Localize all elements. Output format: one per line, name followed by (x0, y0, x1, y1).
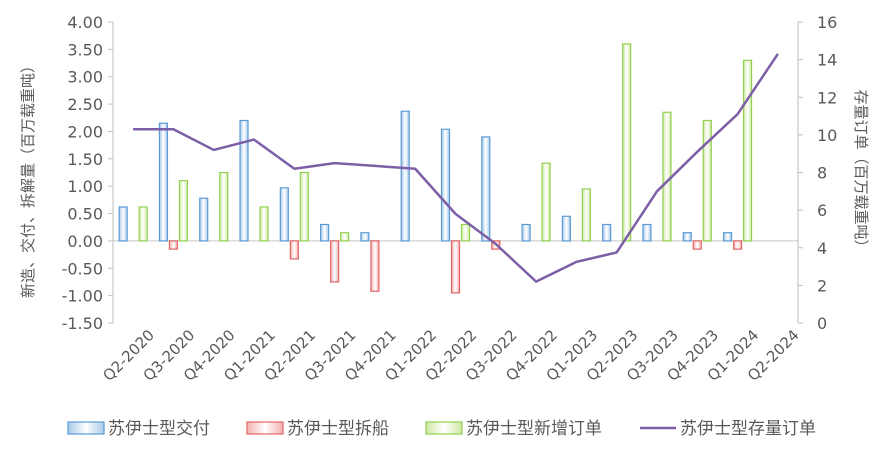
bar-苏伊士型交付 (440, 128, 451, 242)
legend-swatch (425, 421, 463, 435)
bar-苏伊士型拆船 (330, 240, 340, 283)
bar-苏伊士型交付 (360, 232, 370, 242)
legend-item: 苏伊士型拆船 (246, 419, 389, 439)
legend-swatch (67, 421, 105, 435)
bar-苏伊士型拆船 (692, 240, 702, 250)
legend-item: 苏伊士型新增订单 (425, 419, 602, 439)
left-axis: -1.50 -1.00 -0.50 0.00 0.50 1.00 1.50 2.00 2.50 3… (62, 13, 114, 333)
bar-苏伊士型交付 (158, 122, 169, 242)
bar-苏伊士型交付 (239, 119, 249, 242)
bar-苏伊士型交付 (642, 223, 652, 242)
left-tick-label: 1.50 (67, 150, 103, 169)
x-axis: Q2-2020Q3-2020Q4-2020Q1-2021Q2-2021Q3-20… (99, 326, 802, 385)
line-series-group (133, 53, 779, 283)
bar-苏伊士型交付 (561, 215, 571, 242)
bar-苏伊士型交付 (279, 187, 289, 242)
bar-苏伊士型拆船 (168, 240, 179, 250)
legend-item: 苏伊士型存量订单 (640, 419, 816, 439)
bar-苏伊士型拆船 (370, 240, 380, 292)
left-tick-label: 3.00 (67, 68, 103, 87)
bar-苏伊士型拆船 (450, 240, 461, 294)
bar-苏伊士型新增订单 (340, 232, 350, 242)
bar-苏伊士型交付 (400, 110, 410, 242)
legend-label: 苏伊士型新增订单 (466, 419, 602, 439)
left-tick-label: 3.50 (67, 40, 103, 59)
bar-苏伊士型交付 (118, 206, 128, 242)
right-tick-label: 4 (817, 239, 827, 258)
right-tick-label: 12 (817, 88, 837, 107)
bar-苏伊士型交付 (320, 223, 330, 242)
legend-label: 苏伊士型拆船 (287, 419, 389, 439)
left-tick-label: 1.00 (67, 177, 103, 196)
bar-苏伊士型交付 (722, 232, 733, 242)
bar-苏伊士型新增订单 (138, 206, 148, 242)
bar-苏伊士型新增订单 (742, 59, 753, 242)
left-axis-title: 新造、交付、拆解量（百万载重吨） (19, 58, 37, 298)
bar-苏伊士型新增订单 (622, 43, 632, 242)
bar-苏伊士型交付 (199, 197, 209, 242)
left-tick-label: -0.50 (62, 259, 103, 278)
right-tick-label: 8 (817, 164, 827, 183)
legend: 苏伊士型交付 苏伊士型拆船 苏伊士型新增订单 苏伊士型存量订单 (67, 419, 816, 439)
left-tick-label: 0.00 (67, 232, 103, 251)
bar-苏伊士型新增订单 (460, 223, 471, 242)
left-tick-label: 2.00 (67, 122, 103, 141)
bar-苏伊士型拆船 (289, 240, 299, 260)
bar-苏伊士型交付 (521, 223, 531, 242)
right-tick-label: 14 (817, 51, 837, 70)
left-tick-label: 4.00 (67, 13, 103, 32)
legend-item: 苏伊士型交付 (67, 419, 210, 439)
legend-label: 苏伊士型交付 (108, 419, 210, 439)
bar-苏伊士型新增订单 (219, 171, 229, 242)
right-axis-title: 存量订单（百万载重吨） (852, 89, 870, 254)
bar-苏伊士型新增订单 (178, 180, 189, 242)
right-tick-label: 16 (817, 13, 837, 32)
bar-苏伊士型交付 (602, 223, 612, 242)
bar-苏伊士型交付 (682, 232, 692, 242)
legend-label: 苏伊士型存量订单 (680, 419, 816, 439)
left-tick-label: 0.50 (67, 205, 103, 224)
bar-苏伊士型新增订单 (259, 206, 269, 242)
left-tick-label: 2.50 (67, 95, 103, 114)
bar-苏伊士型新增订单 (299, 171, 309, 242)
legend-swatch (246, 421, 284, 435)
right-tick-label: 10 (817, 126, 837, 145)
right-tick-label: 2 (817, 276, 827, 295)
bar-苏伊士型新增订单 (662, 111, 672, 242)
bar-苏伊士型新增订单 (581, 188, 591, 242)
left-tick-label: -1.00 (62, 287, 103, 306)
right-tick-label: 6 (817, 201, 827, 220)
bar-苏伊士型拆船 (732, 240, 743, 250)
left-tick-label: -1.50 (62, 314, 103, 333)
right-axis: 0 2 4 6 8 10 12 14 16 (797, 13, 837, 333)
right-tick-label: 0 (817, 314, 827, 333)
bar-series-group (118, 43, 753, 294)
bar-苏伊士型新增订单 (541, 162, 551, 242)
bar-苏伊士型新增订单 (702, 119, 712, 242)
bar-苏伊士型交付 (481, 136, 491, 242)
